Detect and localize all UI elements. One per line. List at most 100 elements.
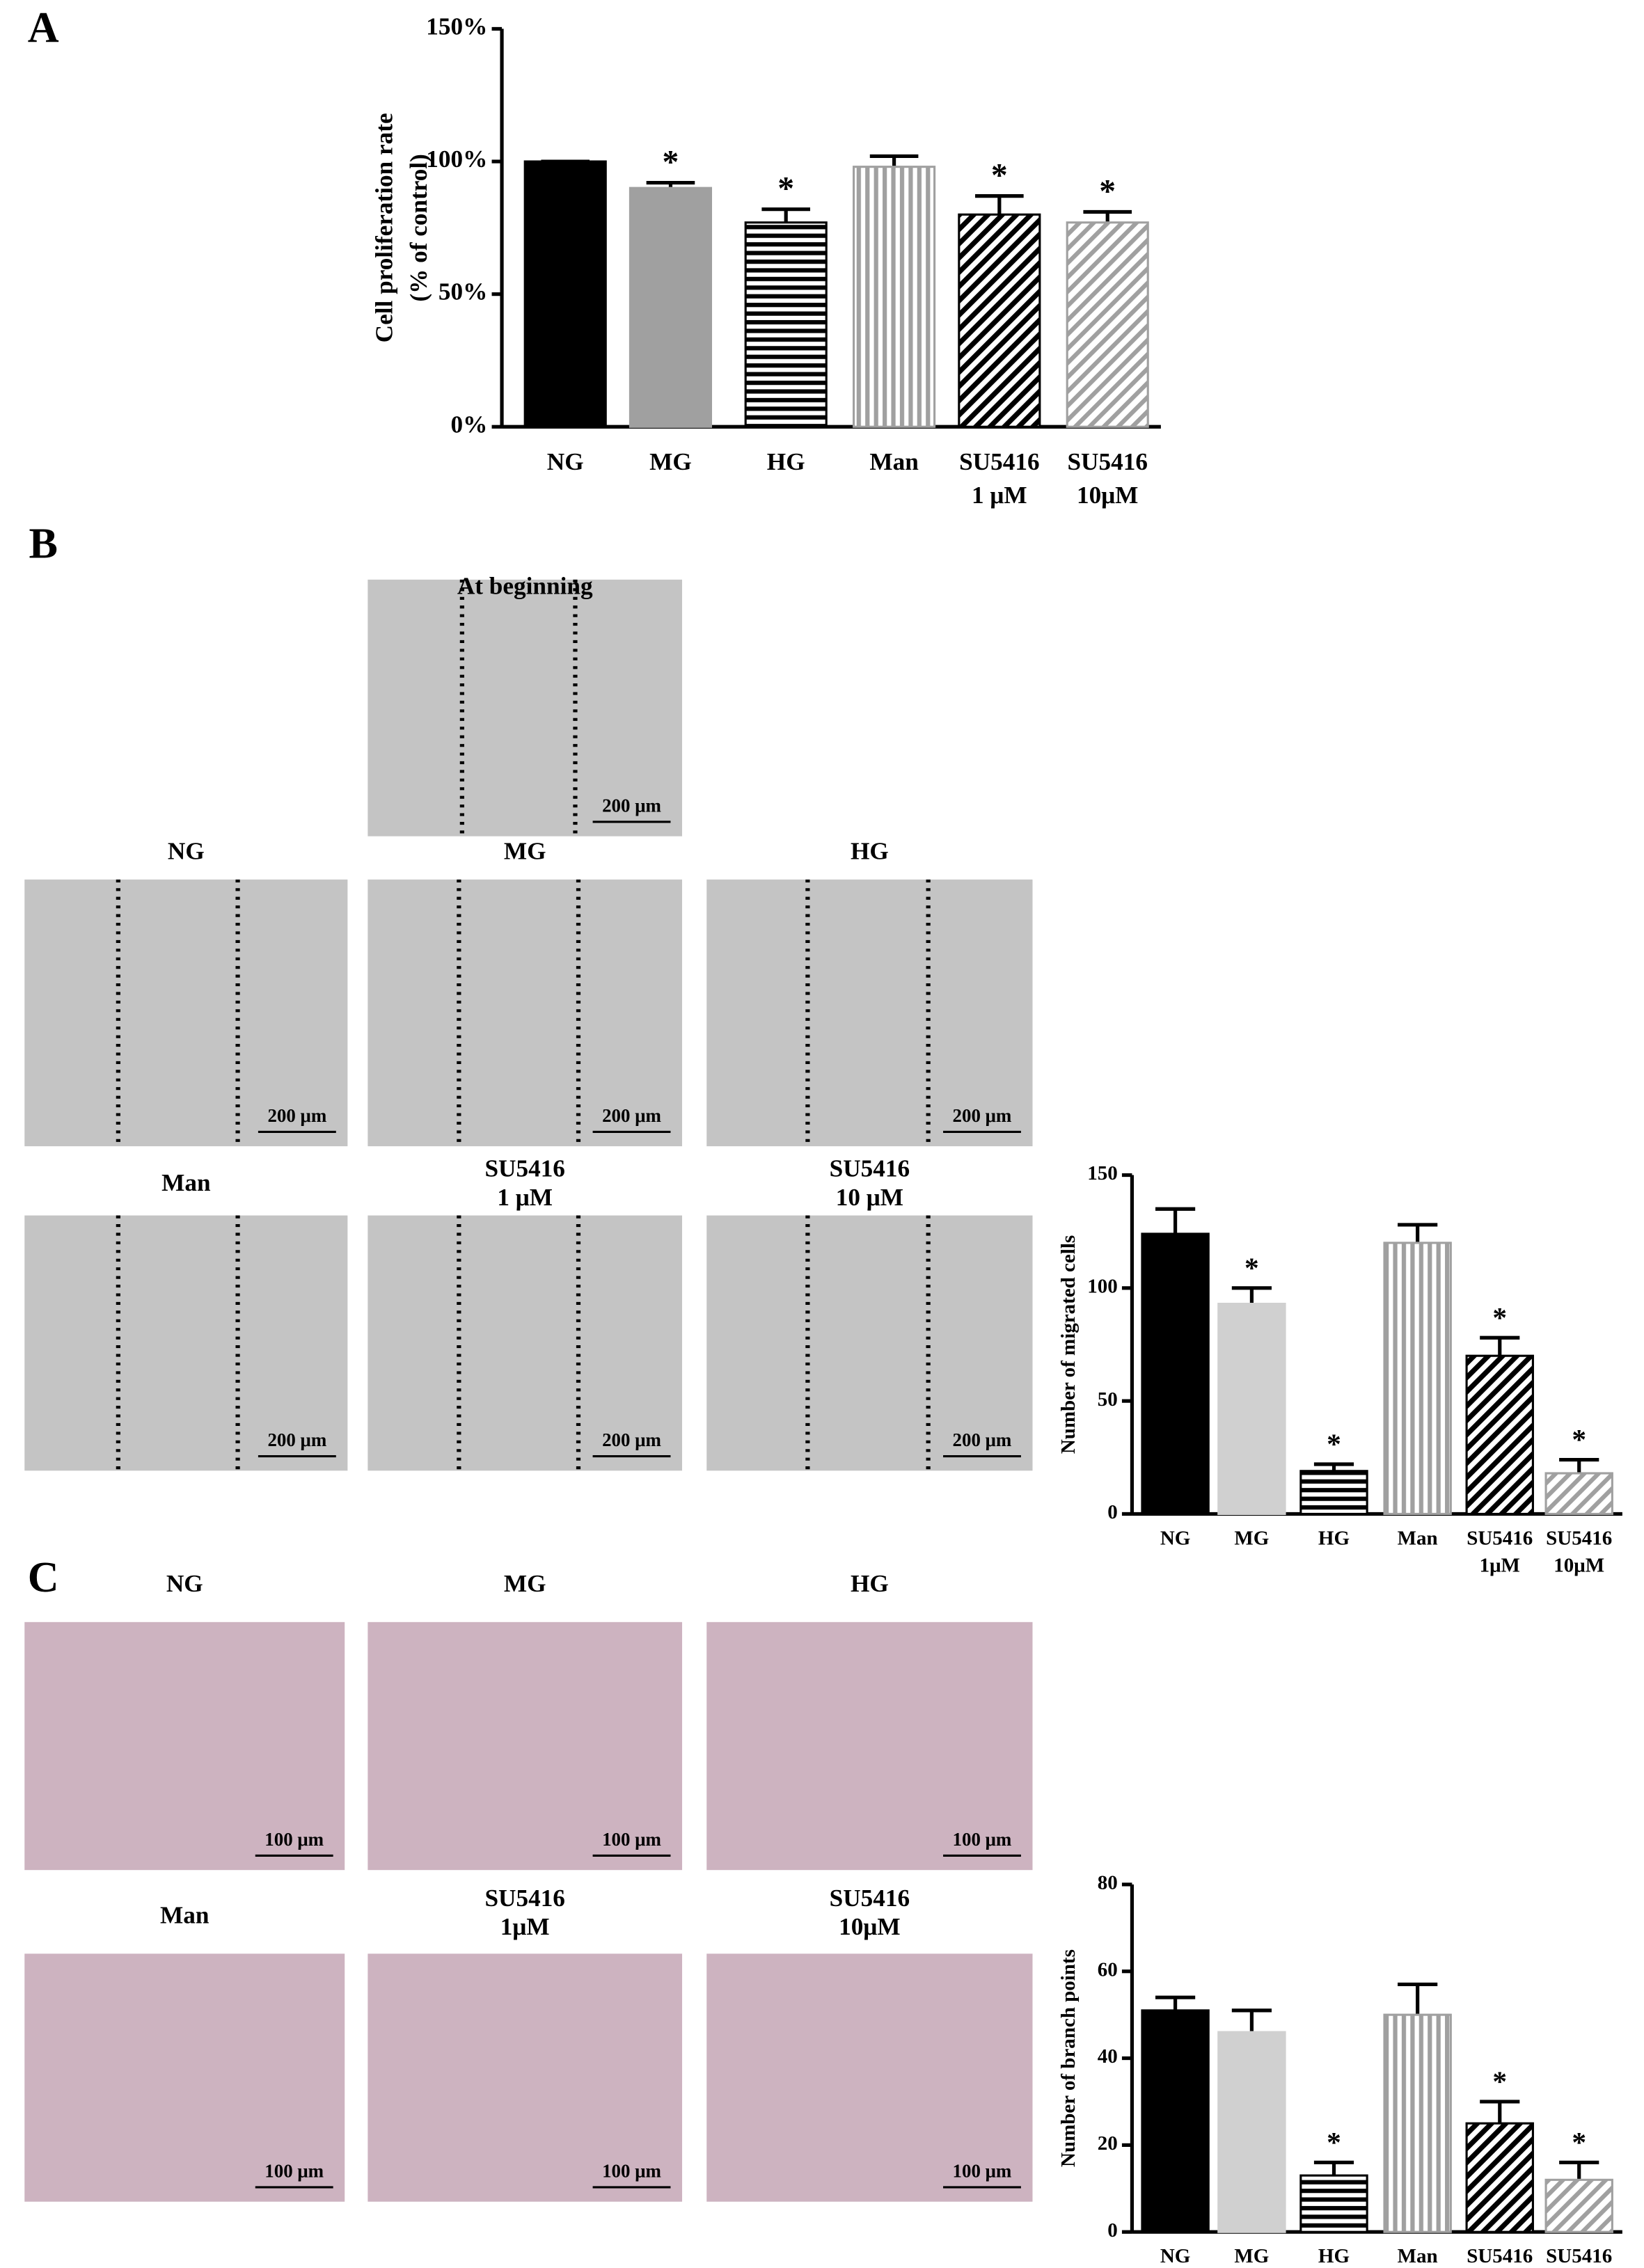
x-tick-label: SU5416 [1546,2245,1612,2267]
bar [1544,1472,1613,1515]
x-tick-label: NG [547,448,584,475]
bar [629,187,713,428]
x-tick-label: MG [649,448,692,475]
image-title: Man [160,1902,210,1929]
bar [853,166,936,428]
significance-marker: * [1572,1423,1586,1455]
y-tick-label: 0 [1107,2219,1118,2242]
x-tick-label: NG [1160,2245,1191,2267]
bar [1299,2174,1368,2233]
significance-marker: * [1492,2065,1507,2097]
bar [1383,1242,1452,1515]
y-axis-label: Number of branch points [1057,1949,1080,2167]
bar [1141,2009,1210,2233]
scale-bar-label: 200 μm [953,1105,1012,1126]
bar [523,160,607,428]
bar [958,213,1041,428]
x-tick-label: SU5416 [959,448,1039,475]
micrograph [367,879,683,1147]
micrograph [367,1215,683,1471]
micrograph [367,1621,683,1871]
y-axis-label: (% of control) [405,154,432,302]
micrograph [706,1621,1033,1871]
image-title: NG [166,1570,203,1597]
y-tick-label: 60 [1098,1958,1118,1981]
x-tick-label: SU5416 [1546,1527,1612,1549]
image-title: At beginning [457,572,593,599]
bar [1383,2013,1452,2233]
y-tick-label: 40 [1098,2045,1118,2068]
bar [1141,1232,1210,1515]
bar [1544,2178,1613,2233]
scale-bar-label: 200 μm [267,1429,326,1450]
significance-marker: * [1572,2126,1586,2158]
significance-marker: * [777,171,794,207]
y-axis-label: Number of migrated cells [1057,1235,1080,1454]
x-tick-label: HG [1318,1527,1350,1549]
micrograph [706,879,1033,1147]
scale-bar-label: 100 μm [953,2160,1012,2181]
image-title: 10μM [839,1913,900,1940]
image-title: HG [851,1570,889,1597]
scale-bar-label: 200 μm [267,1105,326,1126]
x-tick-label: 1μM [1480,1555,1520,1577]
scale-bar-label: 200 μm [602,1105,661,1126]
significance-marker: * [1327,1428,1341,1460]
panel-label: B [29,521,57,568]
bar [1299,1470,1368,1515]
x-tick-label: SU5416 [1067,448,1147,475]
bar [1066,221,1149,428]
x-tick-label: 10μM [1077,482,1138,509]
image-title: Man [161,1169,211,1196]
x-tick-label: SU5416 [1467,1527,1533,1549]
image-title: SU5416 [830,1155,910,1182]
scale-bar-label: 100 μm [602,2160,661,2181]
significance-marker: * [1244,1251,1259,1283]
y-tick-label: 80 [1098,1872,1118,1894]
micrograph [706,1953,1033,2202]
micrograph [367,1953,683,2202]
image-title: MG [504,838,546,865]
scale-bar-label: 100 μm [264,1829,324,1850]
x-tick-label: Man [869,448,919,475]
y-tick-label: 100% [426,145,487,173]
scale-bar-label: 100 μm [953,1829,1012,1850]
image-title: SU5416 [484,1885,564,1912]
image-title: MG [504,1570,546,1597]
x-tick-label: Man [1398,2245,1438,2267]
bar [1217,2031,1286,2233]
image-title: SU5416 [484,1155,564,1182]
scale-bar-label: 200 μm [602,795,661,816]
y-tick-label: 50% [438,278,487,306]
scale-bar-label: 100 μm [602,1829,661,1850]
y-tick-label: 100 [1087,1275,1118,1297]
micrograph [24,879,348,1147]
y-tick-label: 150 [1087,1162,1118,1184]
bar [1465,2122,1534,2233]
x-tick-label: SU5416 [1467,2245,1533,2267]
scale-bar-label: 100 μm [264,2160,324,2181]
significance-marker: * [1492,1301,1507,1333]
scale-bar-label: 200 μm [953,1429,1012,1450]
panel-label: A [28,4,59,51]
y-axis-label: Cell proliferation rate [370,113,397,342]
x-tick-label: Man [1398,1527,1438,1549]
x-tick-label: 10μM [1554,1555,1604,1577]
significance-marker: * [991,158,1008,194]
micrograph [24,1953,345,2202]
micrograph [706,1215,1033,1471]
micrograph [367,579,683,836]
panel-label: C [28,1554,59,1601]
image-title: 10 μM [836,1184,903,1211]
image-title: SU5416 [830,1885,910,1912]
y-tick-label: 0 [1107,1501,1118,1523]
significance-marker: * [1099,174,1116,210]
image-title: HG [851,838,889,865]
y-tick-label: 50 [1098,1388,1118,1411]
bar [744,221,828,428]
significance-marker: * [1327,2126,1341,2158]
image-title: 1 μM [497,1184,553,1211]
significance-marker: * [663,145,679,181]
